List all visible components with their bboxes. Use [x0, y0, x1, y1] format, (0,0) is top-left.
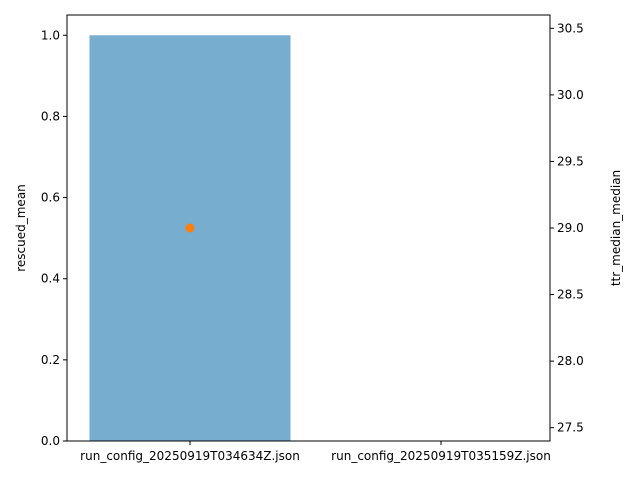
- y-axis-label: rescued_mean: [14, 184, 28, 272]
- points-layer: [185, 223, 195, 233]
- y2-tick-label: 30.5: [557, 21, 584, 35]
- x-axis: run_config_20250919T034634Z.json run_conf…: [80, 441, 551, 463]
- y-tick-label: 0.0: [41, 434, 60, 448]
- x-tick-label: run_config_20250919T035159Z.json: [331, 449, 551, 463]
- y2-tick-label: 29.0: [557, 221, 584, 235]
- y2-tick-label: 27.5: [557, 421, 584, 435]
- y-tick-label: 0.4: [41, 272, 60, 286]
- x-tick-label: run_config_20250919T034634Z.json: [80, 449, 300, 463]
- right-axis: 27.5 28.0 28.5 29.0 29.5 30.0 30.5: [550, 21, 584, 435]
- y-tick-label: 0.6: [41, 191, 60, 205]
- bars-layer: [89, 35, 291, 442]
- y2-tick-label: 30.0: [557, 88, 584, 102]
- y2-tick-label: 28.5: [557, 288, 584, 302]
- y-tick-label: 0.8: [41, 109, 60, 123]
- y-tick-label: 0.2: [41, 353, 60, 367]
- bar: [89, 35, 291, 442]
- y2-axis-label: ttr_median_median: [609, 170, 623, 286]
- data-point: [185, 223, 195, 233]
- left-axis: 0.0 0.2 0.4 0.6 0.8 1.0: [41, 28, 67, 448]
- y2-tick-label: 28.0: [557, 354, 584, 368]
- y2-tick-label: 29.5: [557, 154, 584, 168]
- y-tick-label: 1.0: [41, 28, 60, 42]
